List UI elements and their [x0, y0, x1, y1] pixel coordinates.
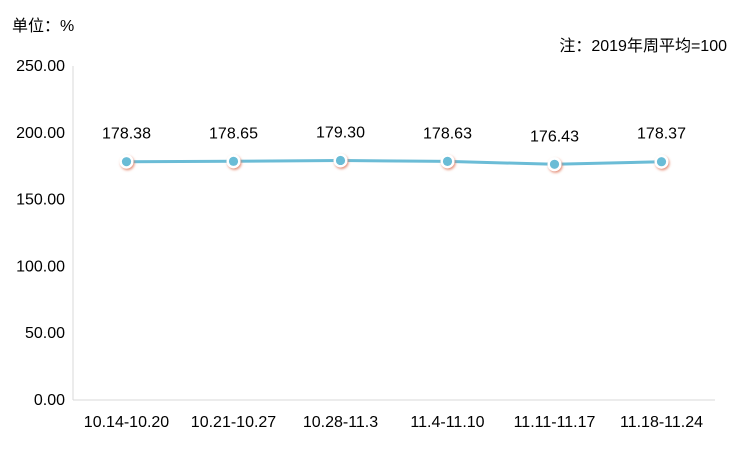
data-label: 178.37: [637, 126, 686, 143]
data-point-dot: [549, 159, 560, 169]
data-point: [440, 154, 455, 169]
x-tick-label: 10.28-11.3: [303, 414, 378, 431]
series-markers: [119, 153, 669, 172]
data-point: [226, 154, 241, 169]
x-tick-label: 10.14-10.20: [84, 414, 170, 431]
data-point: [547, 157, 562, 172]
data-label: 178.38: [102, 126, 151, 143]
axes: [72, 66, 715, 401]
x-tick-label: 10.21-10.27: [191, 414, 277, 431]
data-point: [333, 153, 348, 168]
y-tick-label: 200.00: [16, 125, 65, 142]
data-point-dot: [442, 156, 453, 166]
y-tick-label: 50.00: [25, 325, 65, 342]
data-point-dot: [121, 157, 132, 167]
unit-label: 单位：%: [12, 18, 75, 35]
data-label: 178.63: [423, 125, 472, 142]
note-label: 注：2019年周平均=100: [559, 38, 727, 55]
x-tick-label: 11.4-11.10: [410, 414, 484, 431]
y-tick-label: 250.00: [16, 58, 65, 75]
data-point: [119, 154, 134, 169]
data-label: 179.30: [316, 124, 365, 141]
series-polyline: [125, 159, 663, 166]
data-label: 178.65: [209, 125, 258, 142]
data-point-dot: [656, 157, 667, 167]
y-tick-label: 100.00: [16, 258, 65, 275]
data-label: 176.43: [530, 128, 579, 145]
x-tick-label: 11.11-11.17: [514, 414, 596, 431]
data-point-dot: [335, 155, 346, 166]
x-tick-label: 11.18-11.24: [620, 414, 703, 431]
x-axis-ticks: 10.14-10.20 10.21-10.27 10.28-11.3 11.4-11.…: [84, 414, 703, 431]
y-tick-label: 0.00: [34, 392, 65, 409]
series-line: [125, 159, 663, 166]
data-point: [654, 154, 669, 169]
data-labels: 178.38 178.65 179.30 178.63 176.43 178.37: [102, 124, 686, 145]
y-axis-ticks: 0.00 50.00 100.00 150.00 200.00 250.00: [16, 58, 65, 409]
y-tick-label: 150.00: [16, 192, 65, 209]
data-point-dot: [228, 156, 239, 166]
